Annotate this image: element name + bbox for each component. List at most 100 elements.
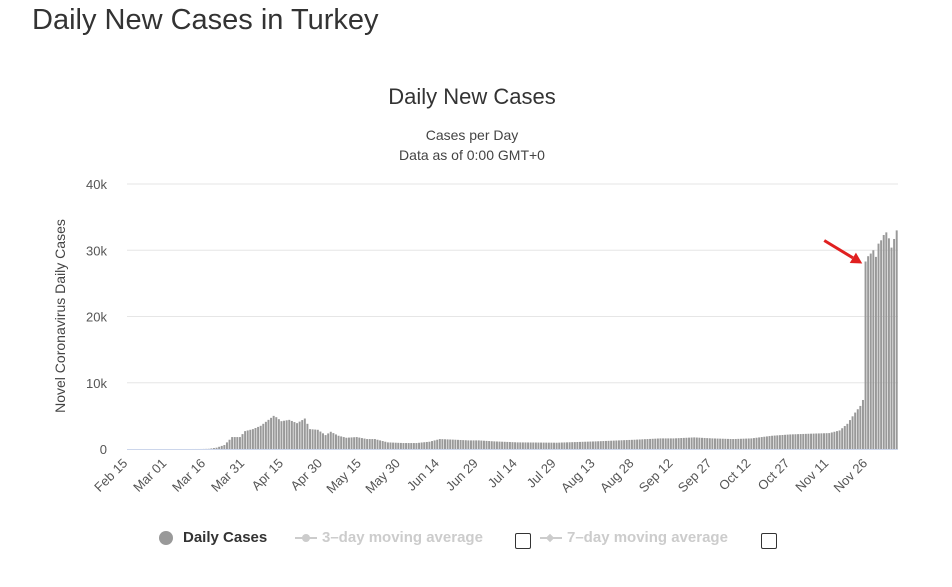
bar[interactable] — [838, 430, 841, 449]
bar[interactable] — [781, 434, 784, 449]
bar[interactable] — [789, 434, 792, 449]
bar[interactable] — [708, 438, 711, 449]
bar[interactable] — [630, 439, 633, 449]
bar[interactable] — [444, 439, 446, 449]
bar[interactable] — [490, 441, 493, 449]
bar[interactable] — [542, 442, 545, 449]
bar[interactable] — [628, 439, 631, 449]
bar[interactable] — [625, 440, 628, 449]
bar[interactable] — [249, 429, 252, 449]
bar[interactable] — [527, 442, 530, 449]
bar[interactable] — [285, 420, 288, 449]
bar[interactable] — [482, 440, 485, 449]
bar[interactable] — [750, 438, 753, 449]
legend-item-3-day-average[interactable]: 3–day moving average — [295, 529, 483, 546]
bar[interactable] — [581, 441, 584, 449]
bar[interactable] — [236, 437, 239, 449]
bar[interactable] — [560, 442, 563, 449]
bar[interactable] — [778, 435, 781, 449]
bar[interactable] — [373, 439, 376, 449]
bar[interactable] — [726, 438, 729, 449]
bar[interactable] — [537, 442, 540, 449]
bar[interactable] — [721, 438, 724, 449]
bar[interactable] — [851, 416, 854, 449]
bar[interactable] — [794, 434, 797, 449]
bar[interactable] — [267, 419, 270, 449]
bar[interactable] — [547, 442, 550, 449]
bar[interactable] — [701, 437, 703, 449]
bar[interactable] — [272, 415, 275, 450]
bar[interactable] — [334, 434, 337, 449]
bar[interactable] — [760, 437, 763, 449]
bar[interactable] — [324, 435, 327, 449]
bar[interactable] — [270, 417, 273, 449]
bar[interactable] — [415, 443, 418, 449]
bar[interactable] — [296, 423, 299, 449]
bar[interactable] — [360, 438, 363, 449]
bar[interactable] — [664, 438, 667, 449]
bar[interactable] — [729, 438, 732, 449]
bar[interactable] — [386, 442, 389, 450]
bar[interactable] — [890, 247, 893, 449]
bar[interactable] — [322, 433, 324, 449]
bar[interactable] — [773, 435, 776, 449]
bar[interactable] — [231, 437, 234, 449]
bar[interactable] — [669, 438, 672, 449]
bar[interactable] — [734, 438, 737, 449]
bar[interactable] — [737, 438, 740, 449]
bar[interactable] — [846, 423, 849, 449]
bar[interactable] — [397, 442, 400, 449]
legend-item-daily-cases[interactable]: Daily Cases — [159, 529, 267, 546]
bar[interactable] — [498, 441, 501, 449]
bar[interactable] — [786, 434, 789, 449]
bar[interactable] — [784, 434, 787, 449]
bar[interactable] — [765, 436, 768, 449]
bar[interactable] — [690, 437, 693, 449]
bar[interactable] — [550, 442, 553, 449]
bar[interactable] — [752, 438, 755, 449]
bar[interactable] — [210, 448, 213, 449]
bar[interactable] — [472, 440, 475, 449]
bar[interactable] — [693, 437, 696, 449]
bar[interactable] — [566, 442, 568, 449]
bar[interactable] — [682, 437, 685, 449]
bar[interactable] — [563, 442, 566, 449]
bar[interactable] — [797, 434, 800, 449]
bar[interactable] — [854, 412, 857, 449]
bar[interactable] — [555, 442, 558, 449]
bar[interactable] — [646, 439, 649, 449]
bar[interactable] — [667, 438, 670, 449]
bar[interactable] — [524, 442, 527, 449]
bar[interactable] — [329, 431, 332, 449]
bar[interactable] — [534, 442, 537, 449]
bar[interactable] — [885, 232, 888, 449]
bar[interactable] — [332, 433, 335, 449]
bar[interactable] — [672, 438, 675, 449]
bar[interactable] — [451, 439, 454, 449]
bar[interactable] — [579, 441, 581, 449]
bar[interactable] — [257, 426, 260, 449]
bar[interactable] — [532, 442, 535, 449]
bar[interactable] — [841, 428, 844, 449]
bar[interactable] — [695, 437, 698, 449]
bar[interactable] — [371, 439, 374, 449]
bar[interactable] — [311, 429, 314, 449]
bar[interactable] — [882, 235, 885, 449]
bar[interactable] — [355, 437, 358, 449]
bar[interactable] — [241, 434, 244, 449]
bar[interactable] — [887, 238, 890, 449]
bar[interactable] — [293, 422, 296, 449]
bar[interactable] — [212, 448, 215, 449]
bar[interactable] — [677, 438, 680, 449]
bar[interactable] — [617, 440, 620, 449]
bar[interactable] — [446, 439, 449, 449]
bar[interactable] — [823, 433, 825, 449]
bar[interactable] — [275, 417, 278, 449]
bar[interactable] — [449, 439, 452, 450]
bar[interactable] — [399, 442, 402, 449]
bar[interactable] — [475, 440, 478, 449]
bar[interactable] — [799, 434, 802, 449]
bar[interactable] — [431, 441, 434, 449]
bar[interactable] — [573, 442, 576, 449]
bar[interactable] — [817, 433, 820, 449]
